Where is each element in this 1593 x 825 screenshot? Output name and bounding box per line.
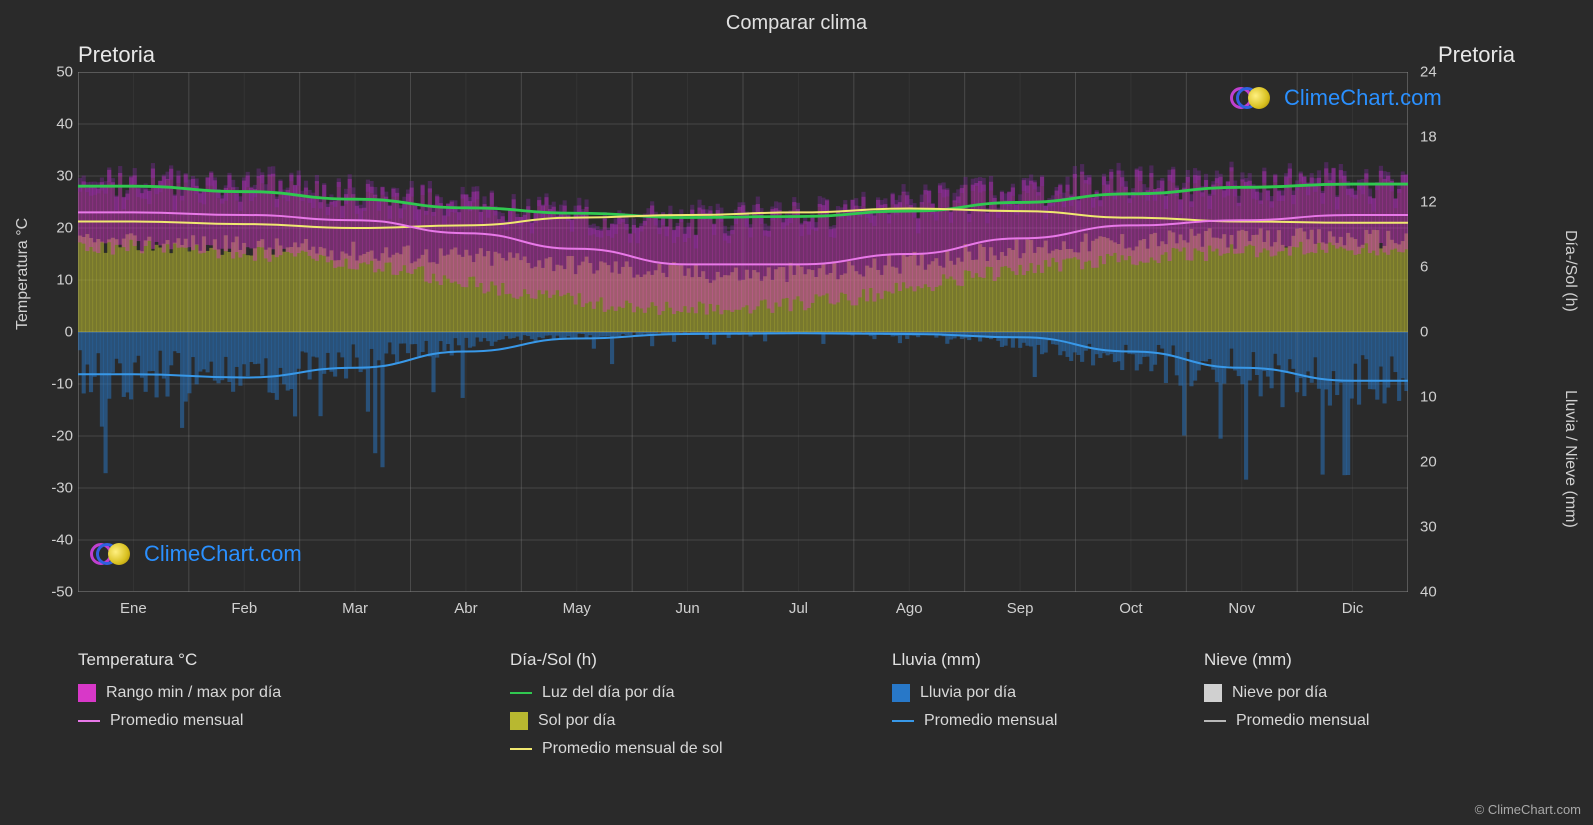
y-axis-right-top-label: Día-/Sol (h) [1561, 230, 1579, 312]
legend-label: Rango min / max por día [106, 684, 281, 702]
legend-label: Nieve por día [1232, 684, 1327, 702]
legend-swatch [1204, 684, 1222, 702]
y-tick-right: 20 [1420, 454, 1460, 471]
y-tick-right: 12 [1420, 194, 1460, 211]
legend-item: Sol por día [510, 712, 880, 730]
logo-icon [1230, 84, 1278, 112]
legend-column: Temperatura °C Rango min / max por día Pro… [78, 650, 498, 758]
y-axis-right-bot-label: Lluvia / Nieve (mm) [1561, 390, 1579, 528]
legend-label: Promedio mensual de sol [542, 740, 723, 758]
y-tick-left: 30 [33, 168, 73, 185]
y-tick-right: 0 [1420, 324, 1460, 341]
logo-icon [90, 540, 138, 568]
climate-chart-svg [78, 72, 1408, 592]
city-label-left: Pretoria [78, 42, 155, 68]
watermark-bottom: ClimeChart.com [90, 540, 302, 568]
legend-label: Sol por día [538, 712, 615, 730]
y-tick-left: -50 [33, 584, 73, 601]
x-tick: Oct [1119, 600, 1142, 617]
legend-item: Luz del día por día [510, 684, 880, 702]
legend-label: Promedio mensual [1236, 712, 1369, 730]
legend-label: Luz del día por día [542, 684, 675, 702]
x-tick: Ago [896, 600, 923, 617]
y-tick-right: 40 [1420, 584, 1460, 601]
copyright: © ClimeChart.com [1475, 802, 1581, 817]
x-tick: May [563, 600, 591, 617]
x-tick: Abr [454, 600, 477, 617]
y-tick-left: 20 [33, 220, 73, 237]
legend-label: Promedio mensual [924, 712, 1057, 730]
x-tick: Jun [675, 600, 699, 617]
y-tick-left: -20 [33, 428, 73, 445]
y-tick-right: 10 [1420, 389, 1460, 406]
legend-column: Día-/Sol (h) Luz del día por día Sol por d… [510, 650, 880, 758]
legend-column: Lluvia (mm) Lluvia por día Promedio mensua… [892, 650, 1192, 758]
legend-line-icon [510, 748, 532, 750]
y-tick-right: 18 [1420, 129, 1460, 146]
legend-label: Promedio mensual [110, 712, 243, 730]
y-tick-left: -30 [33, 480, 73, 497]
y-tick-left: -40 [33, 532, 73, 549]
legend-item: Promedio mensual [1204, 712, 1504, 730]
y-tick-left: 10 [33, 272, 73, 289]
legend-item: Promedio mensual [78, 712, 498, 730]
legend-column: Nieve (mm) Nieve por día Promedio mensual [1204, 650, 1504, 758]
legend-item: Nieve por día [1204, 684, 1504, 702]
x-tick: Feb [231, 600, 257, 617]
legend-swatch [892, 684, 910, 702]
legend-header: Lluvia (mm) [892, 650, 1192, 670]
x-tick: Mar [342, 600, 368, 617]
plot-area [78, 72, 1408, 592]
legend-label: Lluvia por día [920, 684, 1016, 702]
y-tick-left: 0 [33, 324, 73, 341]
x-tick: Nov [1228, 600, 1255, 617]
watermark-top: ClimeChart.com [1230, 84, 1442, 112]
legend-line-icon [892, 720, 914, 722]
y-axis-left-label: Temperatura °C [14, 218, 32, 330]
x-tick: Jul [789, 600, 808, 617]
legend: Temperatura °C Rango min / max por día Pro… [78, 650, 1518, 758]
watermark-text: ClimeChart.com [1284, 85, 1442, 111]
y-tick-left: 40 [33, 116, 73, 133]
legend-line-icon [78, 720, 100, 722]
legend-header: Temperatura °C [78, 650, 498, 670]
legend-line-icon [1204, 720, 1226, 722]
legend-header: Día-/Sol (h) [510, 650, 880, 670]
y-tick-right: 30 [1420, 519, 1460, 536]
legend-line-icon [510, 692, 532, 694]
x-tick: Sep [1007, 600, 1034, 617]
legend-item: Lluvia por día [892, 684, 1192, 702]
y-tick-left: -10 [33, 376, 73, 393]
chart-title: Comparar clima [0, 0, 1593, 35]
watermark-text: ClimeChart.com [144, 541, 302, 567]
y-tick-left: 50 [33, 64, 73, 81]
y-tick-right: 6 [1420, 259, 1460, 276]
legend-item: Promedio mensual [892, 712, 1192, 730]
y-tick-right: 24 [1420, 64, 1460, 81]
x-tick: Ene [120, 600, 147, 617]
legend-item: Rango min / max por día [78, 684, 498, 702]
legend-header: Nieve (mm) [1204, 650, 1504, 670]
x-tick: Dic [1342, 600, 1364, 617]
legend-swatch [78, 684, 96, 702]
legend-swatch [510, 712, 528, 730]
legend-item: Promedio mensual de sol [510, 740, 880, 758]
